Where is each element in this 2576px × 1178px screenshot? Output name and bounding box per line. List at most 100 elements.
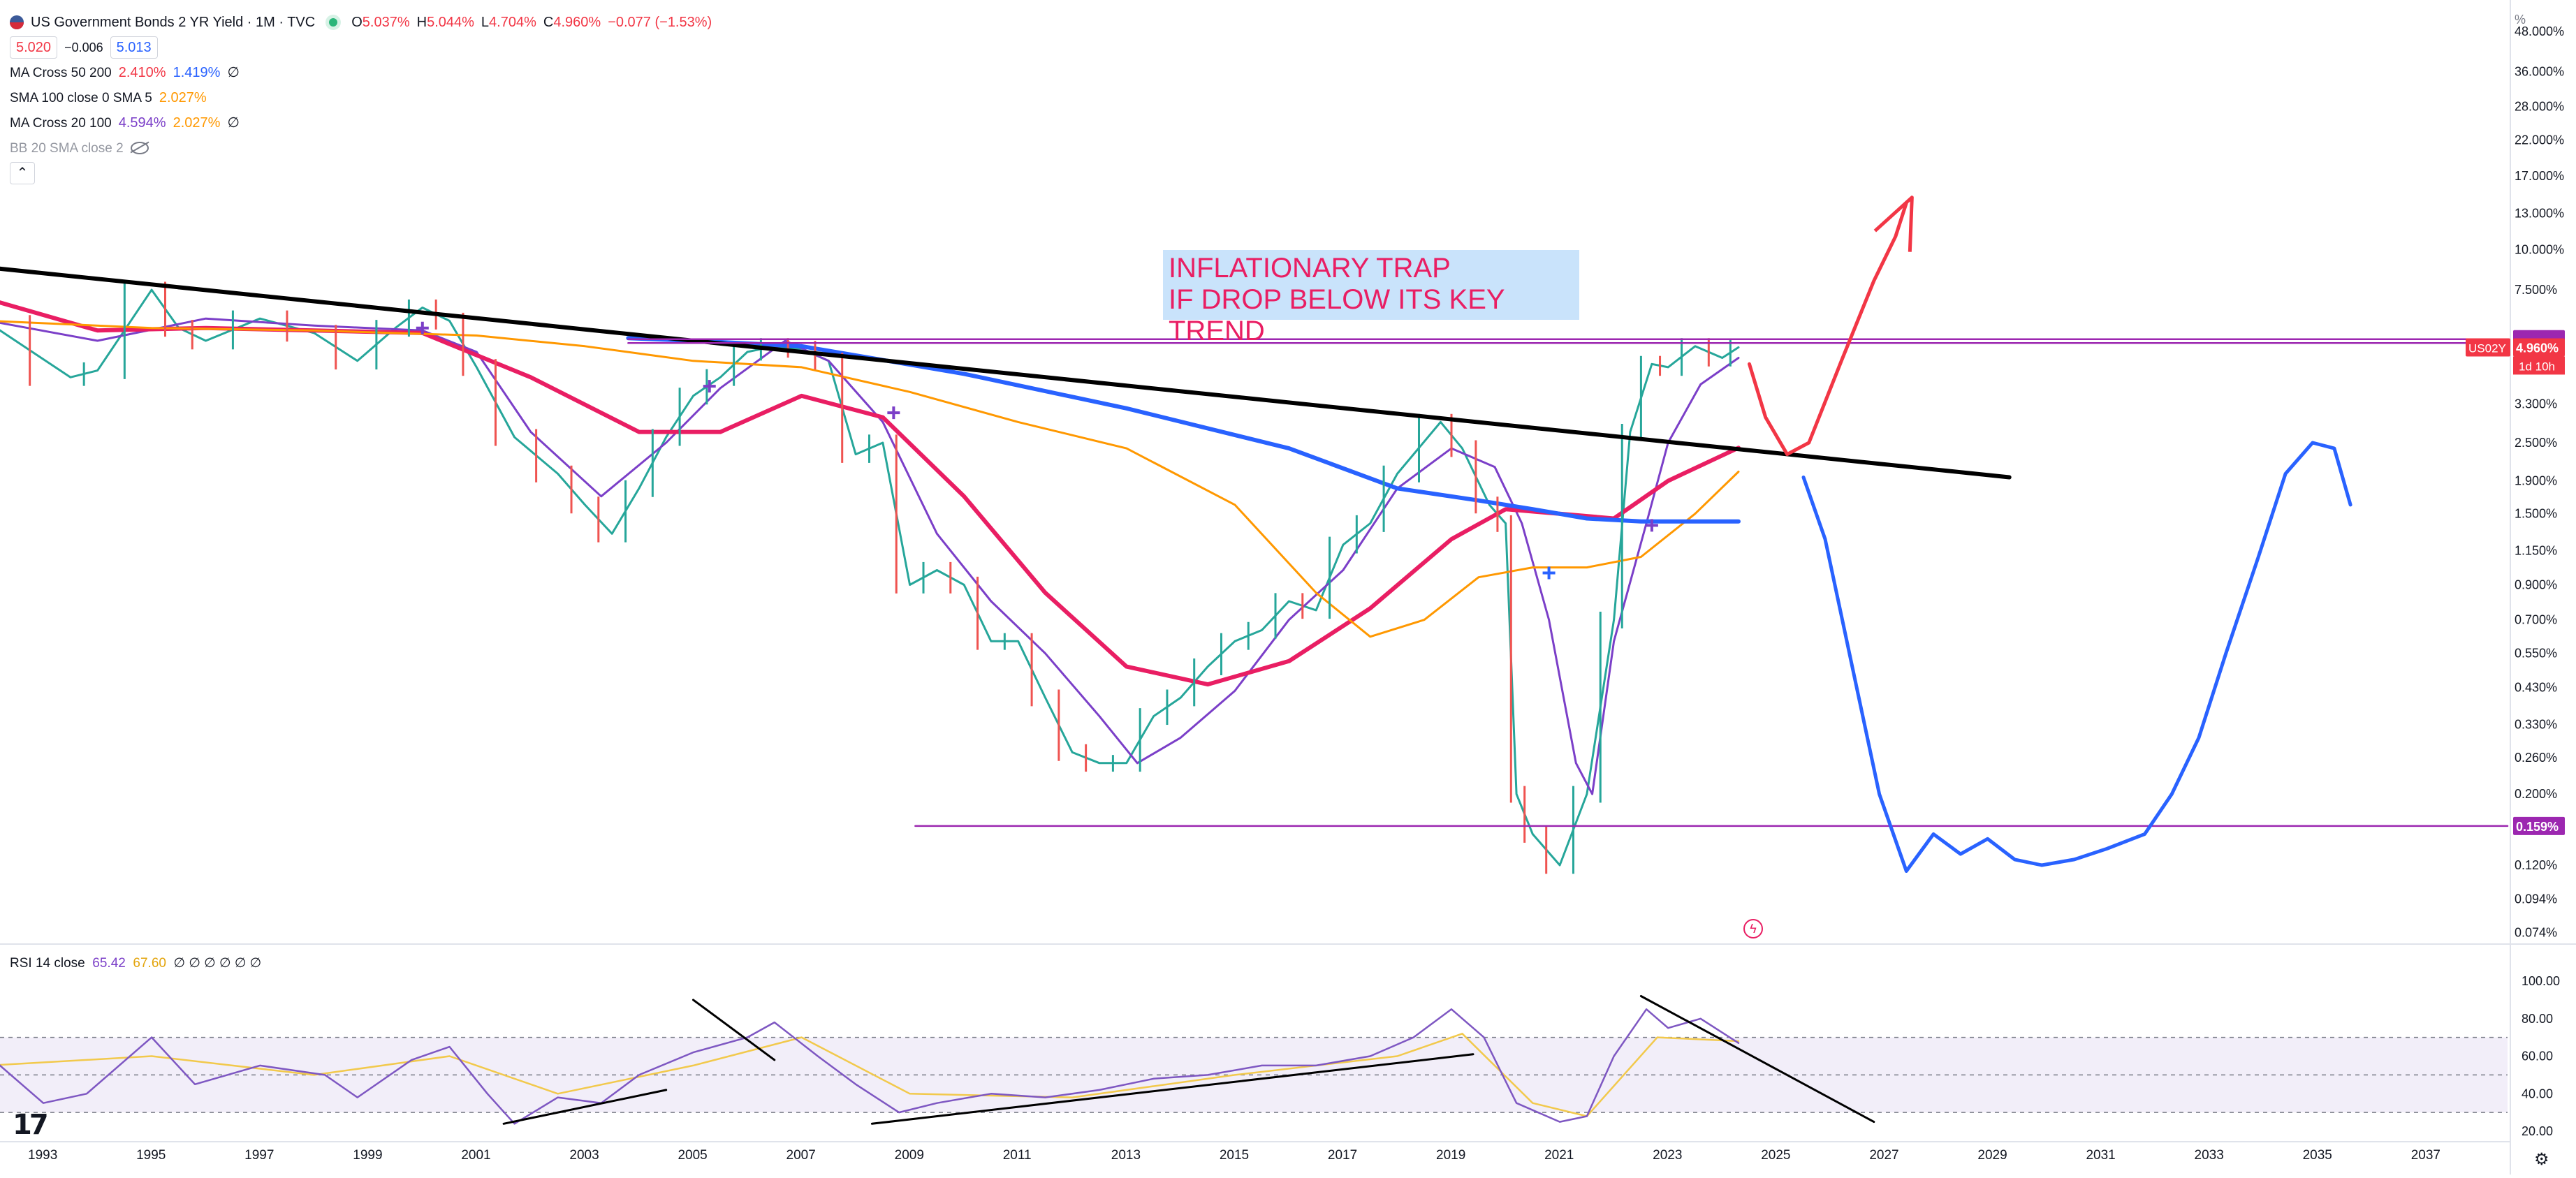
- cross-marker: [887, 406, 900, 420]
- price-axis-label: 0.700%: [2515, 613, 2557, 627]
- price-axis-label: 0.430%: [2515, 681, 2557, 695]
- rsi-name: RSI 14 close: [10, 956, 85, 971]
- price-axis-label: 0.094%: [2515, 892, 2557, 906]
- price-axis-label: 0.260%: [2515, 751, 2557, 765]
- rsi-signal-value: 67.60: [133, 956, 166, 971]
- rsi-legend[interactable]: RSI 14 close 65.42 67.60 ∅ ∅ ∅ ∅ ∅ ∅: [10, 955, 261, 971]
- moving-average-line: [626, 336, 1741, 524]
- hidden-eye-icon[interactable]: [130, 142, 149, 154]
- buy-price-button[interactable]: 5.013: [110, 36, 158, 59]
- price-axis-unit: %: [2515, 13, 2526, 27]
- rsi-value: 65.42: [92, 956, 126, 971]
- collapse-legend-button[interactable]: ⌃: [10, 162, 35, 184]
- rsi-signal-line: [0, 1033, 1740, 1117]
- price-axis-label: 36.000%: [2515, 64, 2564, 78]
- time-axis-label: 2005: [678, 1148, 707, 1163]
- countdown-badge: [2513, 356, 2565, 375]
- rsi-trendline-3: [870, 1053, 1474, 1125]
- rsi-trendline-2: [692, 999, 776, 1061]
- indicator-value: 1.419%: [173, 65, 221, 80]
- chart-legend: US Government Bonds 2 YR Yield · 1M · TV…: [10, 10, 712, 186]
- chevron-up-icon: ⌃: [16, 165, 29, 181]
- indicator-ma-cross-20-100[interactable]: MA Cross 20 100 4.594% 2.027% ∅: [10, 110, 712, 135]
- indicator-bollinger-bands[interactable]: BB 20 SMA close 2: [10, 135, 712, 161]
- time-axis-label: 1999: [353, 1148, 382, 1163]
- rsi-extra-values: ∅ ∅ ∅ ∅ ∅ ∅: [173, 956, 262, 971]
- time-axis-label: 2011: [1003, 1148, 1032, 1163]
- countdown-label: 1d 10h: [2519, 360, 2555, 373]
- annotation-text-box[interactable]: INFLATIONARY TRAP IF DROP BELOW ITS KEY …: [1163, 250, 1579, 346]
- price-axis-label: 1.500%: [2515, 507, 2557, 521]
- ohlc-high: H5.044%: [416, 15, 474, 30]
- indicator-value: 2.410%: [118, 65, 166, 80]
- spread-value: −0.006: [64, 41, 103, 54]
- indicator-name: BB 20 SMA close 2: [10, 140, 124, 156]
- rsi-axis-label: 20.00: [2522, 1124, 2553, 1138]
- price-badge[interactable]: [2513, 816, 2565, 835]
- indicator-value: ∅: [227, 65, 240, 80]
- rsi-axis-label: 40.00: [2522, 1087, 2553, 1100]
- long-term-trendline: [0, 266, 2012, 480]
- time-axis-label: 2019: [1436, 1148, 1465, 1163]
- time-axis-label: 1997: [244, 1148, 274, 1163]
- cross-marker: [1645, 519, 1658, 532]
- indicator-sma-100[interactable]: SMA 100 close 0 SMA 5 2.027%: [10, 85, 712, 110]
- price-badge[interactable]: [2513, 338, 2565, 357]
- indicator-name: SMA 100 close 0 SMA 5: [10, 90, 152, 105]
- annotation-line-1: INFLATIONARY TRAP: [1169, 253, 1451, 284]
- blue-projection-path: [1801, 441, 2352, 873]
- price-axis-label: 48.000%: [2515, 24, 2564, 38]
- time-axis-label: 2009: [895, 1148, 924, 1163]
- time-axis-label: 2037: [2411, 1148, 2440, 1163]
- rsi-axis-label: 100.00: [2522, 974, 2560, 988]
- sell-price-button[interactable]: 5.020: [10, 36, 58, 59]
- rsi-line: [0, 1008, 1740, 1125]
- price-axis-label: 17.000%: [2515, 169, 2564, 183]
- price-badge-label: 4.960%: [2516, 341, 2559, 355]
- price-axis-label: 1.900%: [2515, 474, 2557, 488]
- time-axis-label: 2025: [1761, 1148, 1790, 1163]
- lightning-icon[interactable]: ϟ: [1743, 919, 1763, 938]
- price-line: [0, 288, 1740, 867]
- us-flag-icon: [10, 15, 24, 29]
- indicator-value: 2.027%: [159, 90, 207, 105]
- ohlc-low: L4.704%: [481, 15, 536, 30]
- rsi-trendline-4: [1639, 995, 1875, 1124]
- time-axis-label: 2029: [1977, 1148, 2007, 1163]
- time-axis-label: 2021: [1544, 1148, 1574, 1163]
- time-axis-label: 1993: [28, 1148, 57, 1163]
- price-axis-label: 28.000%: [2515, 100, 2564, 114]
- indicator-value: 2.027%: [173, 115, 221, 131]
- annotation-line-2: IF DROP BELOW ITS KEY TREND: [1169, 284, 1505, 346]
- price-axis-label: 0.330%: [2515, 717, 2557, 731]
- ohlc-close: C4.960%: [543, 15, 601, 30]
- indicator-name: MA Cross 20 100: [10, 115, 112, 131]
- time-axis-label: 2023: [1653, 1148, 1682, 1163]
- price-axis-label: 13.000%: [2515, 206, 2564, 220]
- gear-icon[interactable]: ⚙: [2534, 1150, 2549, 1169]
- price-badge-label: 0.159%: [2516, 820, 2559, 834]
- time-axis-label: 2003: [569, 1148, 599, 1163]
- time-axis-label: 1995: [136, 1148, 166, 1163]
- price-axis-label: 10.000%: [2515, 243, 2564, 257]
- price-axis-label: 2.500%: [2515, 436, 2557, 450]
- time-axis-label: 2013: [1111, 1148, 1141, 1163]
- symbol-tag[interactable]: [2466, 338, 2510, 357]
- market-status-icon: [329, 18, 338, 27]
- symbol-tag-label: US02Y: [2468, 341, 2506, 355]
- time-axis-label: 2035: [2303, 1148, 2332, 1163]
- tradingview-logo[interactable]: 17: [13, 1109, 49, 1141]
- time-axis-label: 2031: [2086, 1148, 2115, 1163]
- price-axis-label: 1.150%: [2515, 544, 2557, 558]
- indicator-ma-cross-50-200[interactable]: MA Cross 50 200 2.410% 1.419% ∅: [10, 60, 712, 85]
- time-axis-label: 2027: [1869, 1148, 1898, 1163]
- cross-marker: [416, 321, 429, 334]
- price-axis-label: 7.500%: [2515, 283, 2557, 297]
- indicator-value: ∅: [227, 115, 240, 131]
- time-axis-label: 2017: [1328, 1148, 1357, 1163]
- time-axis-label: 2007: [786, 1148, 816, 1163]
- symbol-title[interactable]: US Government Bonds 2 YR Yield · 1M · TV…: [31, 15, 316, 30]
- time-axis-label: 2001: [461, 1148, 490, 1163]
